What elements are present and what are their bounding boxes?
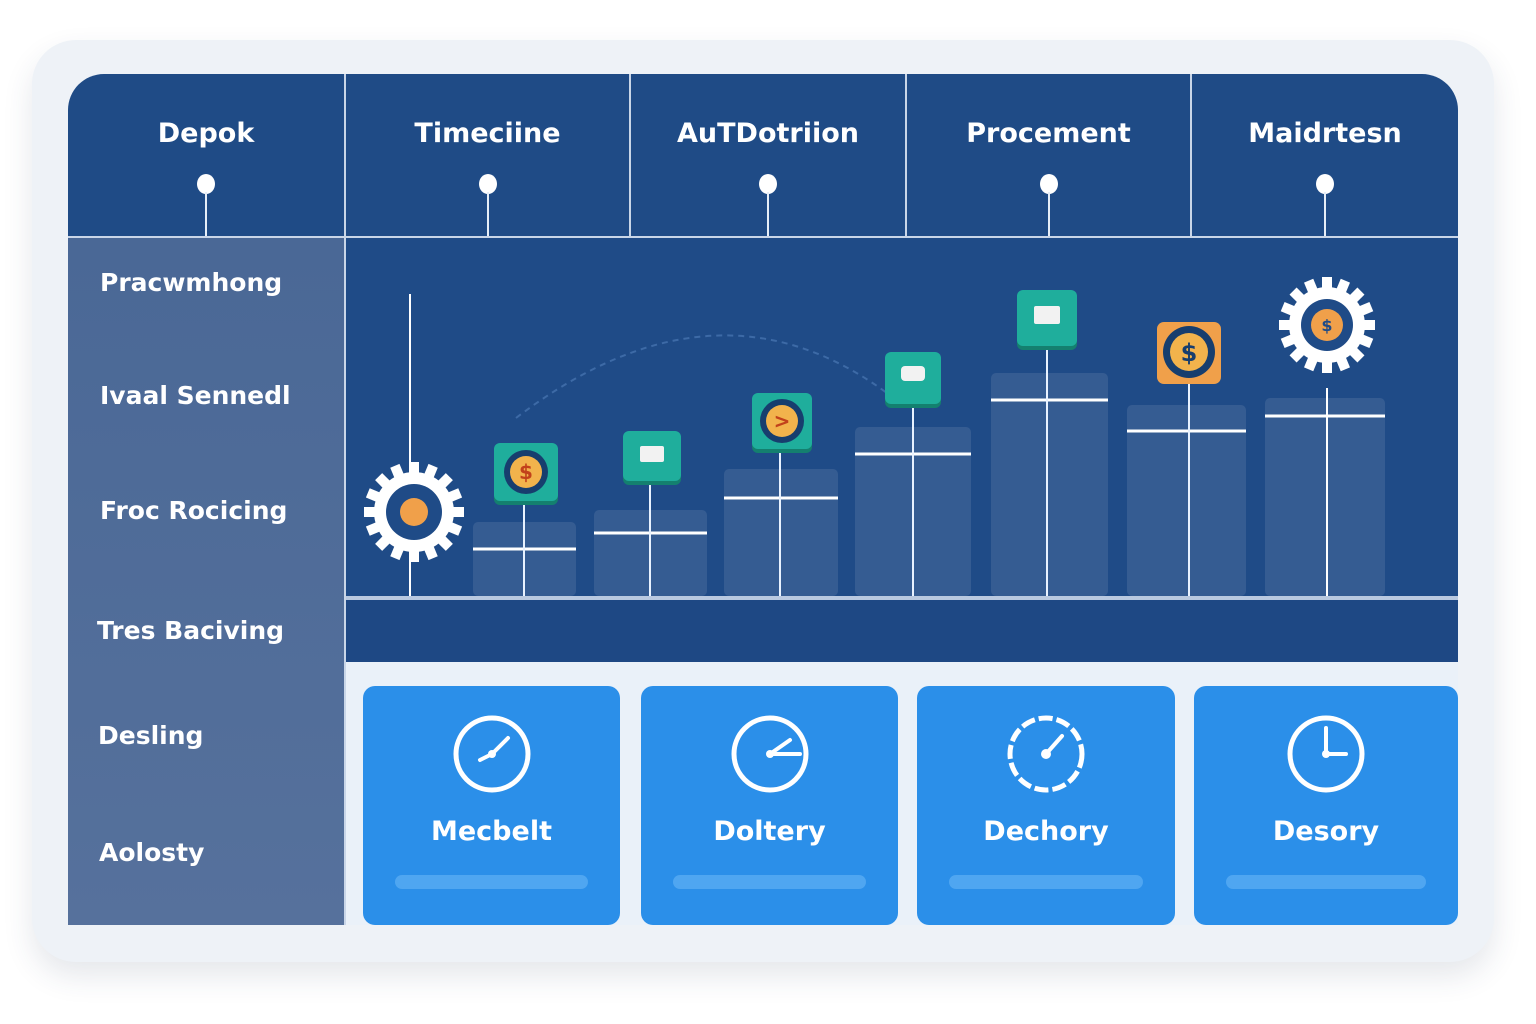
pin-stem [767,192,769,237]
header-column-timeline[interactable]: Timeciine [346,74,631,237]
clock-icon [453,715,530,793]
pin-stem [1324,192,1326,237]
clock-icon [731,715,808,793]
sidebar-item[interactable]: Ivaal Sennedl [100,381,291,410]
header-column-procurement[interactable]: Procement [907,74,1192,237]
pin-stem [205,192,207,237]
card-label: Mecbelt [431,816,552,847]
cards-row: Mecbelt Doltery Dechory Desory [346,662,1458,925]
card-doltery[interactable]: Doltery [641,686,898,925]
pin-icon [478,174,497,194]
pin-stem [1047,192,1050,237]
progress-bar [1226,875,1426,889]
pin-icon [1316,174,1334,194]
sidebar-item[interactable]: Froc Rocicing [100,496,288,525]
progress-chart: $ $ > $ [346,238,1458,662]
timeline-header: Depok Timeciine AuTDotriion Procement Ma… [68,74,1458,237]
dollar-glyph: $ [1181,339,1198,367]
header-column-depok[interactable]: Depok [68,74,346,237]
header-label: Depok [157,118,255,149]
monitor-screen [901,366,925,381]
header-label: Procement [966,118,1131,149]
chart-bar [1265,398,1385,596]
chart-bar [991,373,1108,596]
coin [766,405,798,437]
card-label: Doltery [713,816,826,847]
monitor-screen [640,446,664,462]
sidebar-item[interactable]: Aolosty [99,838,205,867]
pin-stem [486,192,489,237]
card-label: Dechory [983,816,1109,847]
clock-icon [1007,715,1085,793]
chart-footer-band [346,600,1458,662]
divider [68,236,1458,238]
header-label: Timeciine [414,118,561,149]
dashboard-panel: Depok Timeciine AuTDotriion Procement Ma… [68,74,1458,925]
card-mecbelt[interactable]: Mecbelt [363,686,620,925]
pin-icon [759,174,777,194]
chart-baseline [346,596,1458,600]
progress-bar [949,875,1143,889]
header-label: AuTDotriion [677,118,859,149]
gear-icon-center [400,498,428,526]
header-column-maintenance[interactable]: Maidrtesn [1192,74,1458,237]
sidebar-item[interactable]: Desling [98,721,204,750]
progress-bar [395,875,588,889]
coin [510,456,542,488]
progress-bar [673,875,866,889]
sidebar: Pracwmhong Ivaal Sennedl Froc Rocicing T… [68,238,346,925]
header-column-automation[interactable]: AuTDotriion [631,74,907,237]
clock-icon [1287,715,1365,793]
card-label: Desory [1272,816,1380,847]
book-pages [1034,306,1060,324]
pin-icon [1039,174,1058,194]
gear-dollar-icon-center [1311,309,1343,341]
card-dechory[interactable]: Dechory [917,686,1175,925]
trend-arc [515,334,907,419]
chart-bar [1127,405,1246,596]
sidebar-item[interactable]: Tres Baciving [97,616,285,645]
coin [1170,333,1208,371]
dollar-glyph: $ [519,460,533,484]
chevron-glyph: > [774,409,791,433]
sidebar-item[interactable]: Pracwmhong [100,268,283,297]
chart-canvas: $ $ > $ [364,277,1385,596]
dollar-glyph: $ [1321,316,1332,335]
header-label: Maidrtesn [1248,118,1402,149]
card-desory[interactable]: Desory [1194,686,1458,925]
pin-icon [197,174,215,194]
